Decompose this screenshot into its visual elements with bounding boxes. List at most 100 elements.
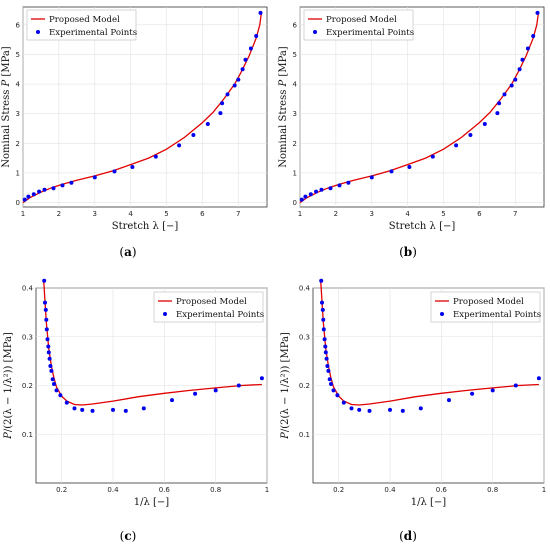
y-tick-label: 2 — [16, 140, 20, 148]
experimental-point — [327, 377, 332, 382]
caption-close-paren: ) — [132, 245, 137, 259]
x-tick-label: 1 — [265, 486, 269, 494]
y-tick-label: 0.3 — [299, 333, 310, 341]
experimental-point — [37, 189, 42, 194]
experimental-point — [45, 337, 50, 342]
experimental-point — [357, 407, 362, 412]
experimental-point — [400, 408, 405, 413]
experimental-point — [517, 67, 522, 72]
experimental-point — [468, 133, 473, 137]
y-tick-label: 3 — [293, 110, 297, 118]
experimental-point — [46, 350, 51, 355]
x-tick-label: 3 — [93, 210, 97, 218]
y-tick-label: 0.2 — [299, 382, 310, 390]
panel-caption: (a) — [119, 245, 136, 259]
caption-letter: a — [124, 245, 132, 259]
legend-label: Proposed Model — [176, 297, 247, 307]
y-tick-label: 0.4 — [299, 285, 311, 293]
experimental-point — [43, 307, 48, 312]
chart-panel-c: 0.2 0.4 0.6 0.8 1 0.1 0.2 0.3 0.4 1/λ [−] P/(2(λ −… — [3, 278, 269, 543]
x-tick-label: 0.4 — [384, 486, 396, 494]
y-axis-label-text: Nominal Stress — [278, 86, 289, 167]
x-axis-label-unit: [−] — [430, 497, 446, 508]
y-axis-label: Nominal Stress P [MPa] — [278, 46, 289, 168]
x-tick-label: 1 — [298, 210, 302, 218]
experimental-point — [153, 154, 158, 159]
caption-close-paren: ) — [412, 529, 417, 543]
x-axis-label-text: 1/λ — [411, 497, 430, 508]
y-tick-label: 0.1 — [22, 431, 33, 439]
experimental-point — [42, 278, 47, 283]
experimental-point — [303, 194, 308, 199]
experimental-point — [22, 197, 27, 202]
x-axis-label-unit: [−] — [162, 221, 178, 232]
experimental-point — [497, 101, 502, 106]
y-tick-label: 0 — [16, 199, 20, 207]
y-axis-label-var: P — [278, 79, 289, 87]
experimental-point — [46, 344, 51, 349]
experimental-point — [531, 34, 536, 38]
caption-open-paren: ( — [120, 529, 125, 543]
experimental-point — [248, 46, 253, 51]
experimental-point — [191, 133, 196, 137]
y-tick-label: 1 — [16, 169, 20, 177]
x-axis-label: Stretch λ [−] — [112, 221, 179, 232]
experimental-point — [236, 77, 241, 82]
legend-box — [26, 9, 137, 41]
x-tick-label: 6 — [200, 210, 205, 218]
experimental-point — [111, 407, 115, 412]
experimental-point — [329, 382, 333, 386]
experimental-point — [31, 192, 36, 197]
legend-label: Proposed Model — [49, 15, 120, 25]
y-tick-label: 0 — [293, 199, 297, 207]
x-axis-label-text: Stretch λ — [389, 221, 439, 232]
experimental-point — [52, 382, 56, 386]
legend-point-swatch — [440, 312, 444, 316]
plot-frame — [22, 6, 268, 208]
x-tick-label: 1 — [21, 210, 25, 218]
experimental-point — [48, 364, 53, 368]
y-axis-label: Nominal Stress P [MPa] — [1, 46, 12, 168]
legend-label: Proposed Model — [453, 297, 524, 307]
x-tick-label: 0.6 — [159, 486, 171, 494]
experimental-point — [326, 368, 331, 373]
y-tick-label: 0.3 — [22, 333, 33, 341]
experimental-point — [418, 406, 423, 411]
experimental-point — [322, 337, 327, 342]
y-axis-label-var: P — [1, 79, 12, 87]
x-tick-label: 2 — [57, 210, 61, 218]
panel-caption: (c) — [120, 529, 137, 543]
legend-label: Proposed Model — [326, 15, 397, 25]
model-curve — [43, 280, 262, 406]
experimental-point — [325, 364, 330, 368]
experimental-point — [205, 122, 210, 126]
experimental-point — [314, 189, 319, 194]
experimental-point — [319, 187, 324, 192]
experimental-point — [51, 186, 56, 191]
experimental-point — [320, 300, 324, 305]
caption-letter: b — [404, 245, 412, 259]
experimental-point — [50, 377, 55, 382]
experimental-point — [454, 143, 459, 148]
experimental-point — [259, 376, 264, 381]
x-axis-label-unit: [−] — [153, 497, 169, 508]
experimental-point — [49, 368, 54, 373]
experimental-point — [430, 154, 435, 159]
legend-box — [303, 9, 414, 41]
y-axis-label-unit: [MPa] — [278, 46, 289, 80]
legend: Proposed Model Experimental Points — [430, 291, 541, 323]
experimental-point — [42, 187, 47, 192]
experimental-point — [225, 92, 230, 97]
x-tick-label: 5 — [441, 210, 445, 218]
y-tick-label: 6 — [16, 21, 21, 29]
experimental-point — [130, 165, 135, 169]
x-tick-label: 0.6 — [436, 486, 448, 494]
y-tick-label: 5 — [16, 51, 20, 59]
y-tick-label: 6 — [293, 21, 298, 29]
caption-letter: d — [404, 529, 413, 543]
y-tick-label: 0.1 — [299, 431, 310, 439]
legend-label: Experimental Points — [453, 310, 541, 320]
experimental-point — [513, 77, 518, 82]
x-tick-label: 7 — [236, 210, 240, 218]
